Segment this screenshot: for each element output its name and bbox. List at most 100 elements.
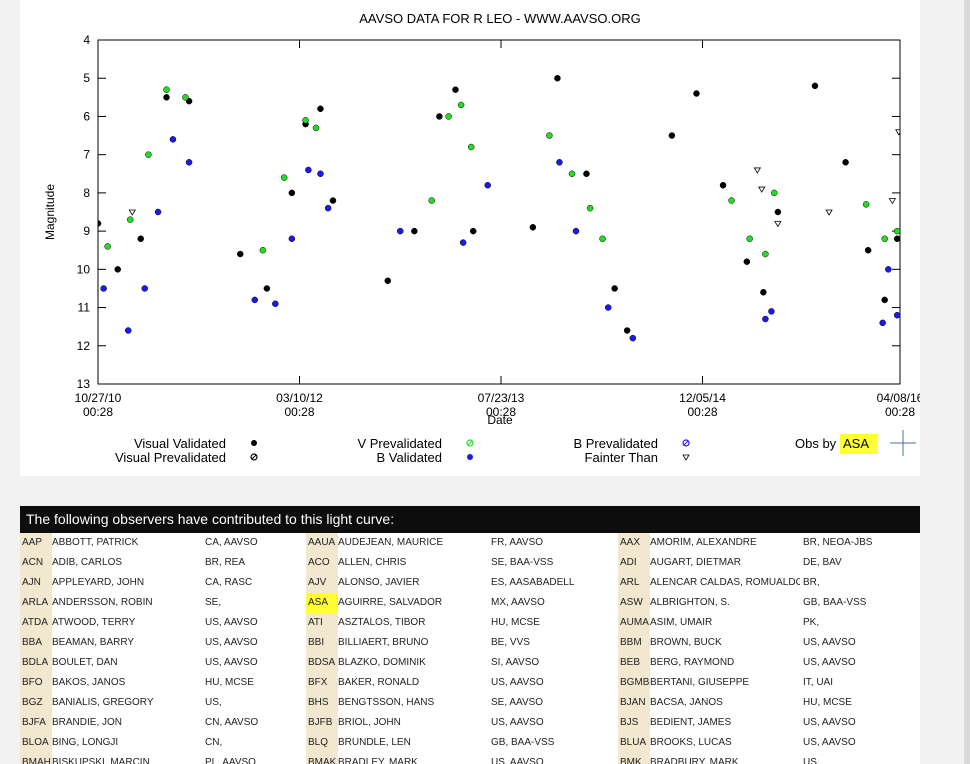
data-point — [881, 235, 888, 243]
table-row: AJN APPLEYARD, JOHN CA, RASC AJV ALONSO, JAV… — [20, 573, 920, 593]
data-point — [312, 124, 320, 132]
y-axis-label: Magnitude — [43, 184, 57, 240]
observer-code[interactable]: BLUA — [618, 733, 650, 753]
data-point — [259, 246, 267, 254]
data-point — [484, 181, 491, 189]
legend-marker-hatch — [251, 454, 257, 460]
observer-code[interactable]: ARLA — [20, 593, 52, 613]
observer-name: BRANDIE, JON — [52, 717, 123, 728]
observer-code[interactable]: BJFA — [20, 713, 52, 733]
page-scrollbar[interactable] — [964, 0, 970, 764]
data-point — [554, 74, 561, 82]
observer-code[interactable]: BMK — [618, 753, 650, 764]
data-point — [811, 82, 819, 90]
observer-name: APPLEYARD, JOHN — [52, 577, 145, 588]
data-point — [668, 132, 676, 139]
observer-name: BEDIENT, JAMES — [650, 717, 732, 728]
observer-code[interactable]: BGZ — [20, 693, 52, 713]
data-point — [753, 167, 762, 174]
data-point — [288, 235, 296, 243]
observer-code[interactable]: ASW — [618, 593, 650, 613]
y-tick-label: 9 — [83, 224, 90, 238]
observer-name: BLAZKO, DOMINIK — [338, 657, 426, 668]
observer-code[interactable]: BLOA — [20, 733, 52, 753]
observer-code[interactable]: BEB — [618, 653, 650, 673]
observer-code[interactable]: BJAN — [618, 693, 650, 713]
observer-code[interactable]: BLQ — [306, 733, 338, 753]
observer-affiliation: BR, REA — [205, 557, 246, 568]
observer-code[interactable]: ACO — [306, 553, 338, 573]
obs-by-code: ASA — [843, 436, 869, 451]
data-point — [436, 113, 443, 120]
observer-affiliation: DE, BAV — [803, 557, 842, 568]
data-point — [237, 250, 244, 258]
data-point — [288, 189, 296, 197]
table-row: BDLA BOULET, DAN US, AAVSO BDSA BLAZKO, DOMI… — [20, 653, 920, 673]
observer-code[interactable]: AAX — [618, 533, 650, 553]
observer-code[interactable]: ADI — [618, 553, 650, 573]
observer-code[interactable]: ATI — [306, 613, 338, 633]
observer-code[interactable]: ATDA — [20, 613, 52, 633]
observer-code[interactable]: BFX — [306, 673, 338, 693]
data-point — [137, 235, 144, 243]
data-point — [743, 258, 751, 265]
observer-name: ASIM, UMAIR — [650, 617, 713, 628]
observer-affiliation: BR, — [803, 577, 820, 588]
light-curve-panel: AAVSO DATA FOR R LEO - WWW.AAVSO.ORG 4 5 6… — [20, 0, 920, 476]
observer-code[interactable]: ACN — [20, 553, 52, 573]
observer-code[interactable]: AAP — [20, 533, 52, 553]
observer-code[interactable]: BDLA — [20, 653, 52, 673]
observer-code[interactable]: BJS — [618, 713, 650, 733]
observer-code[interactable]: ARL — [618, 573, 650, 593]
observer-code[interactable]: AJN — [20, 573, 52, 593]
observer-code[interactable]: AAUA — [306, 533, 338, 553]
observer-code[interactable]: BJFB — [306, 713, 338, 733]
observer-name: ALLEN, CHRIS — [338, 557, 407, 568]
data-point — [583, 170, 590, 178]
data-point — [469, 227, 477, 235]
observer-affiliation: GB, BAA-VSS — [491, 737, 555, 748]
observer-affiliation: SE, BAA-VSS — [491, 557, 554, 568]
observer-code[interactable]: AJV — [306, 573, 338, 593]
observer-code[interactable]: BFO — [20, 673, 52, 693]
table-row: ACN ADIB, CARLOS BR, REA ACO ALLEN, CHRIS SE,… — [20, 553, 920, 573]
observer-affiliation: US, AAVSO — [803, 637, 856, 648]
data-point — [384, 277, 392, 285]
table-row: ARLA ANDERSSON, ROBIN SE, ASA AGUIRRE, SALVA… — [20, 593, 920, 613]
observer-code[interactable]: BMAK — [306, 753, 338, 764]
observer-affiliation: FR, AAVSO — [491, 537, 544, 548]
observer-name: BRIOL, JOHN — [338, 717, 401, 728]
observer-affiliation: CN, AAVSO — [205, 717, 259, 728]
series-fainter-than — [128, 129, 900, 228]
observer-affiliation: US, AAVSO — [205, 617, 258, 628]
observer-code[interactable]: ASA — [306, 593, 338, 613]
observer-affiliation: US, AAVSO — [205, 637, 258, 648]
chart-title: AAVSO DATA FOR R LEO - WWW.AAVSO.ORG — [359, 11, 640, 26]
observer-name: ALBRIGHTON, S. — [650, 597, 730, 608]
data-point — [746, 235, 753, 243]
observer-code[interactable]: BBM — [618, 633, 650, 653]
data-point — [629, 334, 637, 342]
observer-name: AGUIRRE, SALVADOR — [338, 597, 443, 608]
observer-code[interactable]: BMAH — [20, 753, 52, 764]
obs-by-highlight — [840, 434, 878, 454]
observer-code[interactable]: BDSA — [306, 653, 338, 673]
observer-name: BISKUPSKI, MARCIN — [52, 757, 150, 764]
observer-code[interactable]: AUMA — [618, 613, 650, 633]
y-tick-label: 10 — [77, 262, 91, 276]
data-point — [604, 304, 612, 311]
observer-code[interactable]: BBA — [20, 633, 52, 653]
data-point — [719, 181, 727, 189]
observer-code[interactable]: BHS — [306, 693, 338, 713]
observer-code[interactable]: BBI — [306, 633, 338, 653]
observer-affiliation: US, AAVSO — [491, 757, 544, 764]
observer-name: BING, LONGJI — [52, 737, 119, 748]
data-point — [185, 159, 193, 166]
data-point — [864, 246, 872, 254]
observer-code[interactable]: BGMB — [618, 673, 650, 693]
legend-label: Fainter Than — [585, 450, 658, 465]
observer-name: BEAMAN, BARRY — [52, 637, 135, 648]
data-point — [457, 101, 465, 109]
data-point — [623, 327, 631, 334]
